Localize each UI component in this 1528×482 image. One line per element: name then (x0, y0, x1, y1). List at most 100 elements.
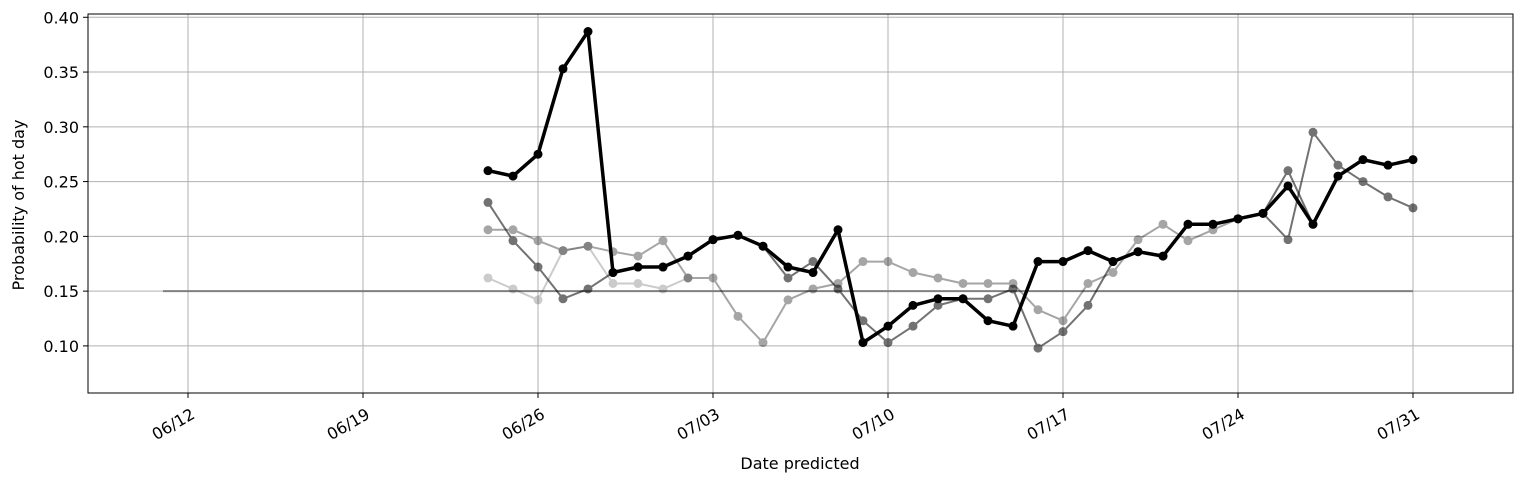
data-point (483, 225, 493, 235)
data-point (1308, 219, 1318, 229)
data-point (808, 284, 818, 294)
data-point (508, 236, 518, 246)
data-point (933, 300, 943, 310)
data-point (583, 27, 593, 37)
data-point (508, 284, 518, 294)
data-point (808, 268, 818, 278)
data-point (1133, 247, 1143, 257)
data-point (1383, 160, 1393, 170)
data-point (1033, 257, 1043, 267)
data-point (983, 278, 993, 288)
data-point (933, 294, 943, 304)
y-tick-label: 0.40 (43, 8, 79, 27)
data-point (583, 284, 593, 294)
data-point (933, 273, 943, 283)
data-point (783, 262, 793, 272)
data-point (1408, 155, 1418, 165)
series-1 (483, 241, 693, 305)
data-point (633, 278, 643, 288)
data-point (1183, 236, 1193, 246)
data-point (1333, 171, 1343, 181)
data-point (508, 225, 518, 235)
data-point (883, 321, 893, 331)
data-point (1008, 284, 1018, 294)
data-point (658, 262, 668, 272)
data-point (558, 294, 568, 304)
data-point (858, 257, 868, 267)
data-point (608, 278, 618, 288)
data-point (858, 316, 868, 326)
y-tick-label: 0.35 (43, 63, 79, 82)
data-point (1033, 343, 1043, 353)
data-point (483, 197, 493, 207)
data-point (1283, 235, 1293, 245)
data-point (1233, 214, 1243, 224)
data-point (808, 257, 818, 267)
y-axis: 0.10 0.15 0.20 0.25 0.30 0.35 0.40 (43, 8, 88, 356)
data-point (1408, 203, 1418, 213)
data-point (1008, 321, 1018, 331)
y-tick-label: 0.15 (43, 282, 79, 301)
data-point (783, 273, 793, 283)
data-point (633, 262, 643, 272)
data-point (1208, 219, 1218, 229)
y-tick-label: 0.30 (43, 118, 79, 137)
data-point (1058, 327, 1068, 337)
data-point (758, 338, 768, 348)
data-point (1108, 257, 1118, 267)
plot-area-frame (87, 13, 1514, 394)
data-point (883, 257, 893, 267)
data-point (708, 235, 718, 245)
data-point (1358, 155, 1368, 165)
data-point (583, 241, 593, 251)
data-point (908, 268, 918, 278)
x-axis-label: Date predicted (740, 454, 859, 473)
series-line (1237, 131, 1414, 241)
series-line (487, 217, 1239, 344)
data-point (1333, 160, 1343, 170)
data-point (908, 300, 918, 310)
y-axis-label: Probability of hot day (9, 120, 28, 291)
data-point (483, 273, 493, 283)
data-point (833, 284, 843, 294)
data-point (883, 338, 893, 348)
data-point (1033, 305, 1043, 315)
data-point (558, 64, 568, 74)
data-point (1383, 192, 1393, 202)
data-point (958, 278, 968, 288)
data-point (558, 246, 568, 256)
y-tick-label: 0.10 (43, 337, 79, 356)
data-point (533, 149, 543, 159)
data-point (908, 321, 918, 331)
data-point (1183, 219, 1193, 229)
data-point (983, 316, 993, 326)
data-point (558, 246, 568, 256)
data-point (608, 268, 618, 278)
data-point (1083, 246, 1093, 256)
data-point (1108, 268, 1118, 278)
data-point (658, 284, 668, 294)
data-point (1283, 181, 1293, 191)
data-point (958, 294, 968, 304)
data-point (1258, 208, 1268, 218)
data-point (633, 251, 643, 261)
data-point (533, 295, 543, 305)
series-line (487, 245, 689, 301)
data-point (1358, 177, 1368, 187)
data-point (783, 295, 793, 305)
data-point (758, 241, 768, 251)
data-point (1133, 235, 1143, 245)
series-2 (483, 214, 1243, 348)
data-point (1158, 219, 1168, 229)
data-point (533, 236, 543, 246)
data-point (583, 241, 593, 251)
data-point (733, 311, 743, 321)
data-point (683, 273, 693, 283)
data-point (708, 273, 718, 283)
data-point (508, 171, 518, 181)
data-point (733, 230, 743, 240)
data-point (658, 236, 668, 246)
data-point (1158, 251, 1168, 261)
